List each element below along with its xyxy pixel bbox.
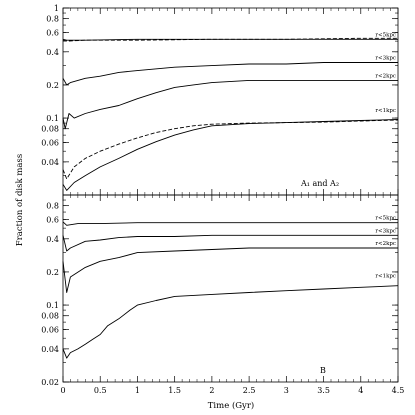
y-tick-label: 0.4: [46, 48, 59, 57]
series-line: [62, 79, 398, 130]
y-tick-label: 0.08: [41, 125, 59, 134]
x-axis-title: Time (Gyr): [208, 400, 254, 411]
y-tick-label: 0.06: [41, 138, 59, 147]
x-tick-label: 4: [358, 386, 363, 395]
y-tick-label: 0.6: [46, 28, 59, 37]
y-tick-label: 0.02: [41, 378, 59, 387]
series-label: r<3kpc: [375, 55, 396, 61]
series-label: r<2kpc: [375, 241, 396, 247]
series-line: [62, 221, 398, 226]
panel-a: 1 0.8 0.6 0.4 0.2 0.1 0.08 0.06 0.04 r<5kpc r<3kpc…: [41, 4, 399, 196]
y-tick-label: 0.06: [41, 325, 59, 334]
panel-b: 0.8 0.6 0.4 0.2 0.1 0.08 0.06 0.04 0.020 0.5 1 1.5 2…: [41, 194, 405, 395]
y-tick-label: 0.4: [46, 235, 59, 244]
series-line: [62, 234, 398, 252]
x-tick-label: 2: [209, 386, 214, 395]
y-tick-label: 0.1: [46, 114, 59, 123]
series-line: [62, 62, 398, 86]
y-tick-label: 0.2: [46, 268, 59, 277]
y-axis-title: Fraction of disk mass: [15, 154, 25, 246]
y-tick-label: 0.8: [46, 202, 59, 211]
y-tick-label: 1: [54, 4, 59, 13]
y-tick-label: 0.1: [46, 301, 59, 310]
x-tick-label: 0: [60, 386, 65, 395]
x-tick-label: 1.5: [168, 386, 181, 395]
series-label: r<1kpc: [375, 108, 396, 114]
y-tick-label: 0.04: [41, 158, 59, 167]
x-tick-label: 0.5: [94, 386, 107, 395]
x-tick-label: 4.5: [392, 386, 405, 395]
panel-label: B: [320, 366, 326, 375]
panel-label: A₁ and A₂: [300, 179, 339, 188]
y-tick-label: 0.2: [46, 81, 59, 90]
series-line: [62, 119, 399, 191]
plot-frame: [62, 7, 399, 196]
series-label: r<2kpc: [375, 73, 396, 79]
x-tick-label: 3.5: [317, 386, 330, 395]
series-label: r<3kpc: [375, 228, 396, 234]
series-label: r<5kpc: [375, 216, 396, 222]
series-line: [62, 285, 399, 359]
y-tick-label: 0.8: [46, 15, 59, 24]
series-line: [62, 37, 398, 42]
series-label: r<5kpc: [375, 32, 396, 38]
plot-frame: [62, 194, 399, 383]
series-line: [62, 119, 399, 180]
x-tick-label: 3: [284, 386, 289, 395]
series-label: r<1kpc: [375, 274, 396, 280]
y-tick-label: 0.6: [46, 215, 59, 224]
y-tick-label: 0.04: [41, 345, 59, 354]
x-tick-label: 2.5: [243, 386, 256, 395]
series-line: [62, 247, 398, 293]
x-tick-label: 1: [135, 386, 140, 395]
y-tick-label: 0.08: [41, 312, 59, 321]
